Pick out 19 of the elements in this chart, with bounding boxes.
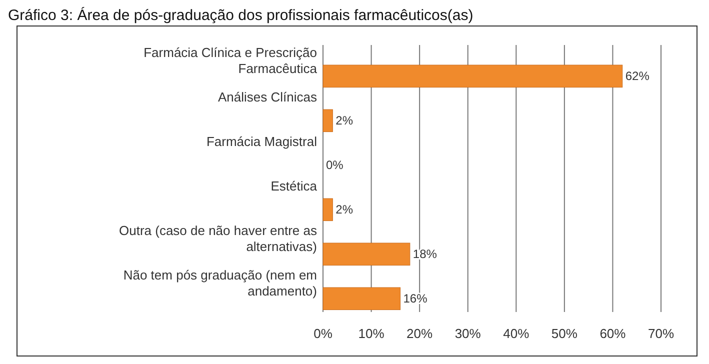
y-tick-label: Farmácia Clínica e Prescrição Farmacêutica	[144, 45, 318, 76]
x-tick-label: 10%	[358, 326, 385, 341]
x-tick-label: 50%	[551, 326, 578, 341]
y-tick-label: Outra (caso de não haver entre as alternativas)	[118, 223, 318, 254]
chart-title: Gráfico 3: Área de pós-graduação dos profissionais farmacêuticos(as)	[8, 6, 474, 24]
y-tick-label: Análises Clínicas	[218, 90, 318, 104]
x-tick-label: 0%	[314, 326, 333, 341]
x-tick-label: 30%	[454, 326, 482, 341]
data-label: 2%	[336, 114, 354, 128]
y-tick-label: Farmácia Magistral	[206, 134, 318, 149]
data-label: 2%	[336, 202, 354, 217]
x-tick-label: 40%	[503, 326, 530, 341]
x-tick-label: 70%	[648, 326, 674, 341]
data-label: 0%	[326, 158, 344, 172]
x-tick-label: 60%	[600, 326, 626, 341]
x-tick-label: 20%	[406, 326, 434, 341]
y-tick-label: Não tem pós graduação (nem em andamento)	[123, 268, 317, 298]
data-label: 62%	[625, 69, 650, 84]
y-tick-label: Estética	[270, 178, 318, 194]
